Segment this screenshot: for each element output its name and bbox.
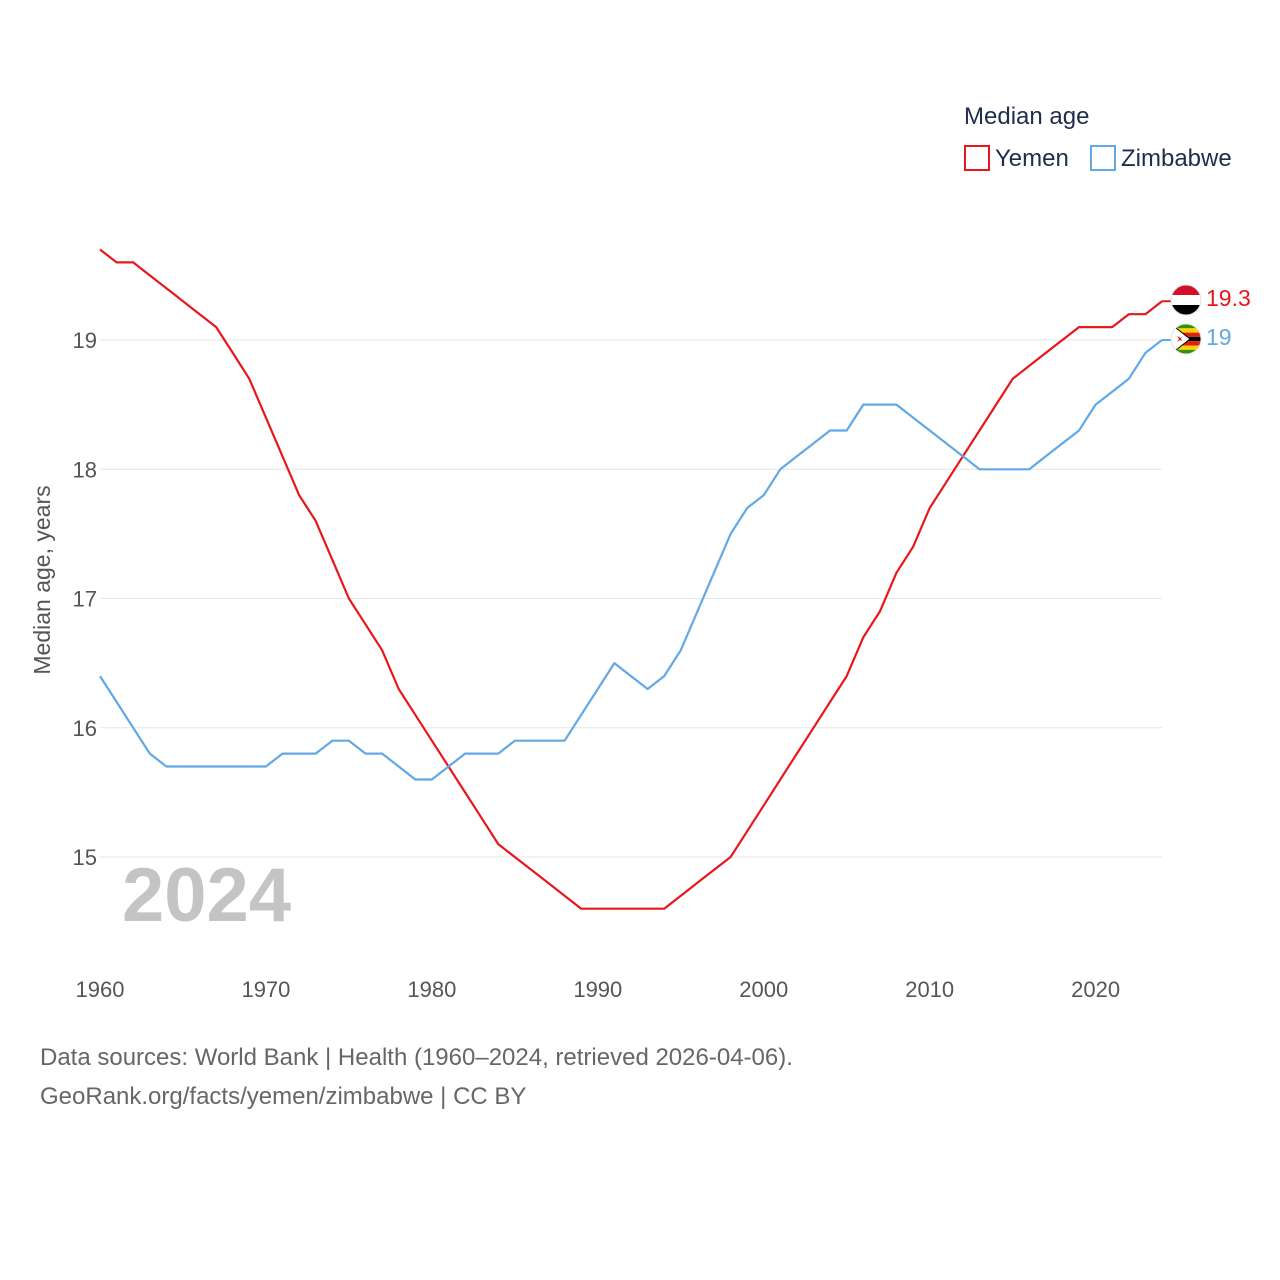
legend: Median age Yemen Zimbabwe: [964, 103, 1232, 172]
legend-label-zimbabwe: Zimbabwe: [1121, 145, 1232, 172]
x-tick-label: 1980: [407, 977, 456, 1002]
yemen-flag-icon: [1170, 284, 1202, 316]
legend-swatch-zimbabwe: [1090, 145, 1116, 171]
y-axis-title: Median age, years: [29, 485, 55, 674]
zimbabwe-flag-icon: [1170, 323, 1202, 355]
x-tick-label: 1970: [241, 977, 290, 1002]
x-tick-label: 2000: [739, 977, 788, 1002]
footer-sources: Data sources: World Bank | Health (1960–…: [40, 1044, 793, 1071]
footer-attribution[interactable]: GeoRank.org/facts/yemen/zimbabwe | CC BY: [40, 1083, 527, 1110]
legend-label-yemen: Yemen: [995, 145, 1069, 172]
x-tick-label: 2010: [905, 977, 954, 1002]
gridlines: [100, 339, 1162, 858]
x-tick-label: 2020: [1071, 977, 1120, 1002]
y-tick-label: 15: [73, 845, 97, 870]
legend-item-zimbabwe[interactable]: Zimbabwe: [1090, 145, 1232, 172]
y-tick-label: 17: [73, 587, 97, 612]
end-label-zimbabwe: 19: [1206, 324, 1232, 350]
legend-title: Median age: [964, 103, 1089, 130]
series-line-zimbabwe[interactable]: [99, 339, 1163, 781]
legend-item-yemen[interactable]: Yemen: [964, 145, 1069, 172]
y-axis-ticks: 15 16 17 18 19: [73, 328, 97, 870]
series-lines: [99, 248, 1172, 910]
y-tick-label: 18: [73, 457, 97, 482]
y-tick-label: 16: [73, 716, 97, 741]
x-tick-label: 1960: [76, 977, 125, 1002]
x-tick-label: 1990: [573, 977, 622, 1002]
series-line-yemen[interactable]: [99, 248, 1163, 910]
y-tick-label: 19: [73, 328, 97, 353]
end-label-yemen: 19.3: [1206, 285, 1251, 311]
year-watermark: 2024: [122, 853, 291, 938]
x-axis-ticks: 1960 1970 1980 1990 2000 2010 2020: [76, 977, 1121, 1002]
legend-swatch-yemen: [964, 145, 990, 171]
